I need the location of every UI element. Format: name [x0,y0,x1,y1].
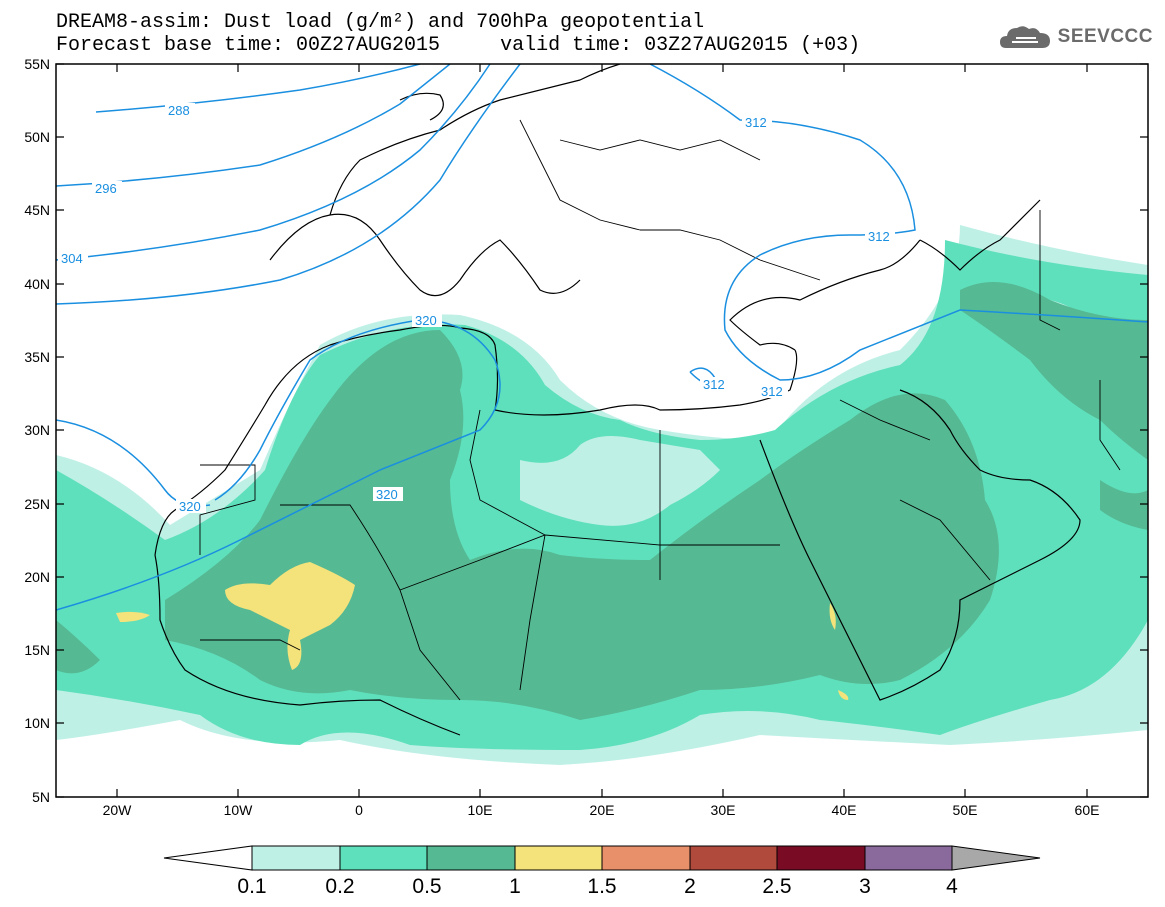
longitude-labels: 20W 10W 0 10E 20E 30E 40E 50E 60E [103,802,1100,818]
contour-label-320: 320 [415,313,437,328]
dust-shade-05 [56,282,1148,720]
lat-label: 50N [24,129,50,145]
lat-label: 25N [24,496,50,512]
colorbar-swatch [864,845,953,871]
lat-label: 45N [24,202,50,218]
lat-label: 35N [24,349,50,365]
contour-label-288: 288 [168,103,190,118]
coastlines [154,64,1081,736]
colorbar-swatch [689,845,778,871]
colorbar-label: 0.5 [412,875,441,898]
lon-label: 30E [711,802,736,818]
contour-labels: 288 296 304 320 320 320 312 312 312 312 [58,103,895,514]
contour-label-312: 312 [745,115,767,130]
contour-label-296: 296 [95,181,117,196]
colorbar-label: 1.5 [587,875,616,898]
cloud-icon [999,26,1050,48]
lon-label: 10W [224,802,254,818]
lat-label: 40N [24,276,50,292]
lon-label: 20E [590,802,615,818]
lat-label: 10N [24,715,50,731]
colorbar: 0.1 0.2 0.5 1 1.5 2 2.5 3 4 [163,845,1041,898]
lat-label: 5N [32,789,50,805]
lat-label: 20N [24,569,50,585]
contour-label-320: 320 [179,499,201,514]
lon-label: 50E [953,802,978,818]
colorbar-label: 3 [859,875,871,898]
colorbar-min-arrow [163,845,253,871]
seevccc-logo: SEEVCCC [998,22,1153,52]
colorbar-label: 0.1 [237,875,266,898]
country-borders [199,119,1121,701]
colorbar-swatch [776,845,866,871]
colorbar-swatch [339,845,428,871]
latitude-labels: 55N 50N 45N 40N 35N 30N 25N 20N 15N 10N … [24,56,50,805]
colorbar-swatch [601,845,691,871]
colorbar-label: 4 [946,875,958,898]
lon-label: 60E [1075,802,1100,818]
lat-label: 15N [24,642,50,658]
forecast-times: Forecast base time: 00Z27AUG2015 valid t… [56,34,861,57]
colorbar-max-arrow [951,845,1041,871]
colorbar-swatch [251,845,341,871]
contour-label-312: 312 [761,384,783,399]
lon-label: 40E [832,802,857,818]
lat-label: 55N [24,56,50,72]
map-title: DREAM8-assim: Dust load (g/m²) and 700hP… [56,11,705,34]
contour-label-312: 312 [703,377,725,392]
colorbar-label: 0.2 [325,875,354,898]
lat-label: 30N [24,422,50,438]
lon-label: 10E [468,802,493,818]
dust-shade-1 [116,562,849,700]
lon-label: 0 [355,802,363,818]
colorbar-swatch [514,845,603,871]
contour-label-312: 312 [868,229,890,244]
colorbar-label: 1 [509,875,521,898]
contour-label-320: 320 [376,487,398,502]
logo-text: SEEVCCC [1057,26,1153,47]
contour-label-304: 304 [61,251,83,266]
tick-marks [56,63,1148,798]
colorbar-label: 2 [684,875,696,898]
colorbar-label: 2.5 [762,875,791,898]
colorbar-swatch [426,845,516,871]
lon-label: 20W [103,802,133,818]
